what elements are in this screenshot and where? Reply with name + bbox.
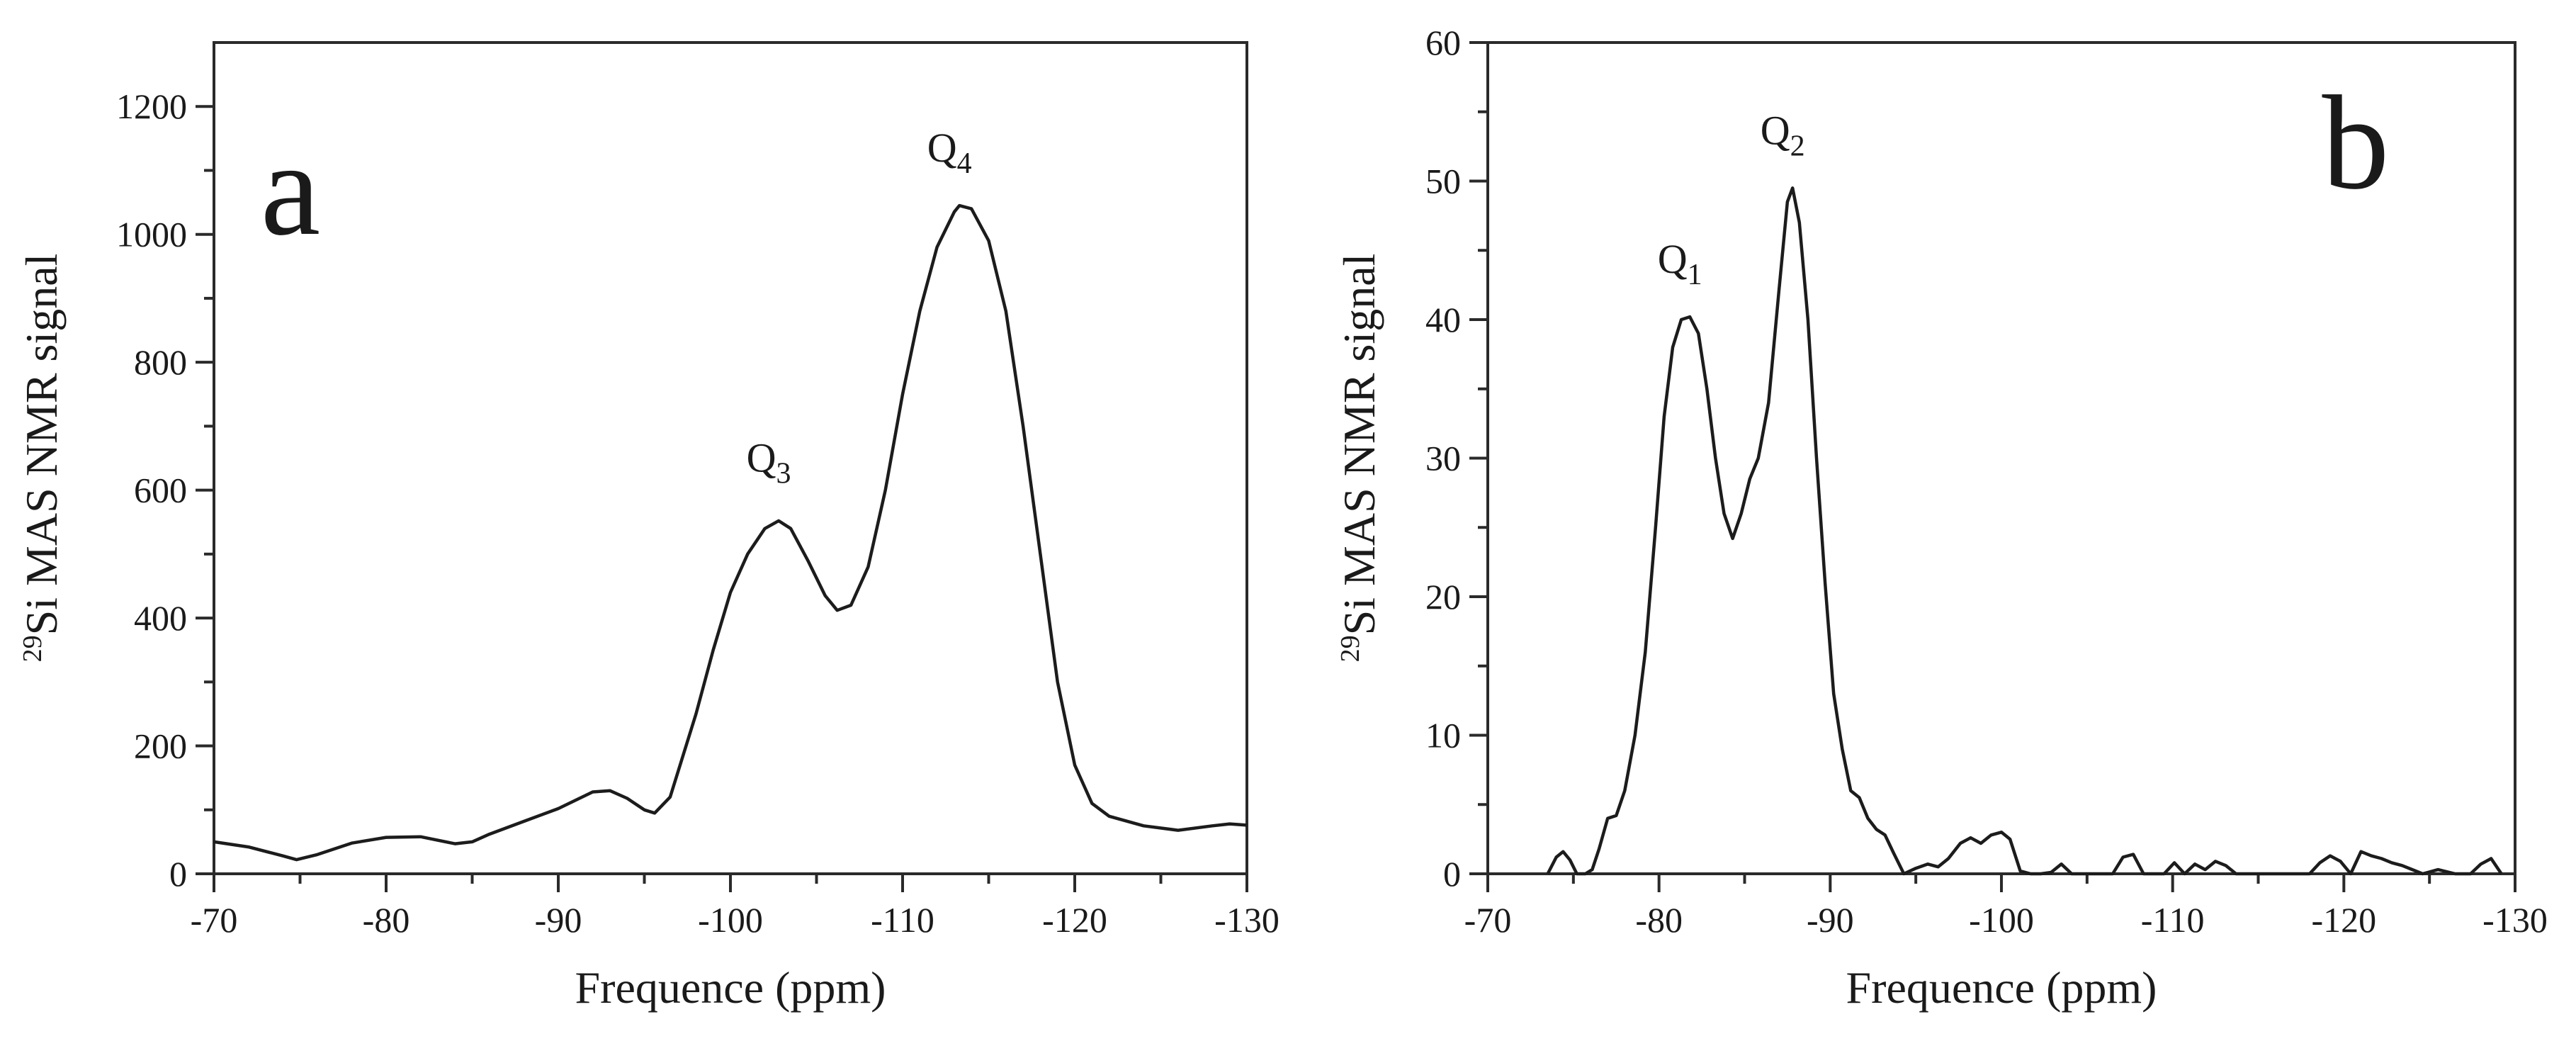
y-tick-label: 0	[1443, 854, 1461, 894]
spectrum-line	[213, 203, 1248, 862]
x-tick-label: -130	[2482, 900, 2548, 940]
x-tick-label: -70	[191, 900, 238, 940]
x-tick-label: -120	[1042, 900, 1107, 940]
y-tick-label: 400	[134, 598, 187, 638]
peak-label: Q1	[1658, 236, 1702, 291]
plot-frame	[213, 41, 1248, 875]
y-axis-title-text: Si MAS NMR signal	[16, 254, 67, 636]
y-tick-label: 30	[1425, 439, 1461, 478]
peak-label-main: Q	[747, 435, 776, 481]
x-axis-title: Frequence (ppm)	[1846, 962, 2157, 1013]
y-axis-title: 29Si MAS NMR signal	[16, 254, 67, 663]
y-tick-label: 0	[169, 854, 187, 894]
x-tick-label: -100	[1969, 900, 2034, 940]
peak-label-subscript: 4	[957, 147, 972, 180]
y-tick-label: 20	[1425, 577, 1461, 617]
y-tick-label: 800	[134, 342, 187, 382]
panel-letter: a	[261, 115, 320, 264]
panel-a: -70 -80 -90 -100 -110 -120 -130 0 200 400 600 800 10…	[16, 41, 1279, 1013]
y-axis-title: 29Si MAS NMR signal	[1334, 254, 1384, 663]
y-tick-label: 60	[1425, 23, 1461, 62]
x-tick-label: -110	[871, 900, 934, 940]
y-tick-label: 1000	[116, 215, 187, 254]
y-tick-label: 50	[1425, 162, 1461, 201]
panel-b: -70 -80 -90 -100 -110 -120 -130 0 10 20 30 40 50 60 Fr…	[1334, 23, 2548, 1013]
x-tick-label: -110	[2141, 900, 2205, 940]
x-tick-label: -80	[1635, 900, 1683, 940]
y-axis-title-superscript: 29	[1335, 635, 1365, 662]
y-axis-title-text: Si MAS NMR signal	[1334, 254, 1384, 636]
y-tick-label: 600	[134, 471, 187, 510]
x-tick-label: -80	[363, 900, 410, 940]
y-tick-label: 10	[1425, 716, 1461, 755]
peak-label: Q4	[927, 125, 972, 180]
x-tick-label: -120	[2312, 900, 2377, 940]
peak-label-main: Q	[1658, 236, 1688, 282]
peak-label-subscript: 2	[1790, 130, 1805, 162]
y-axis-title-superscript: 29	[18, 635, 47, 662]
x-tick-label: -90	[1807, 900, 1854, 940]
x-tick-label: -130	[1214, 900, 1279, 940]
peak-label-subscript: 1	[1688, 259, 1702, 291]
y-tick-label: 40	[1425, 300, 1461, 339]
peak-label-subscript: 3	[776, 458, 791, 490]
peak-label-main: Q	[1761, 107, 1790, 153]
x-tick-label: -100	[698, 900, 763, 940]
spectrum-line	[1546, 186, 2503, 876]
peak-label-main: Q	[927, 125, 957, 171]
peak-label: Q2	[1761, 107, 1805, 162]
x-tick-label: -90	[535, 900, 582, 940]
peak-label: Q3	[747, 435, 791, 490]
x-axis-title: Frequence (ppm)	[575, 962, 886, 1013]
y-tick-label: 1200	[116, 86, 187, 126]
panel-letter: b	[2322, 69, 2390, 218]
y-tick-label: 200	[134, 726, 187, 766]
x-tick-label: -70	[1464, 900, 1512, 940]
